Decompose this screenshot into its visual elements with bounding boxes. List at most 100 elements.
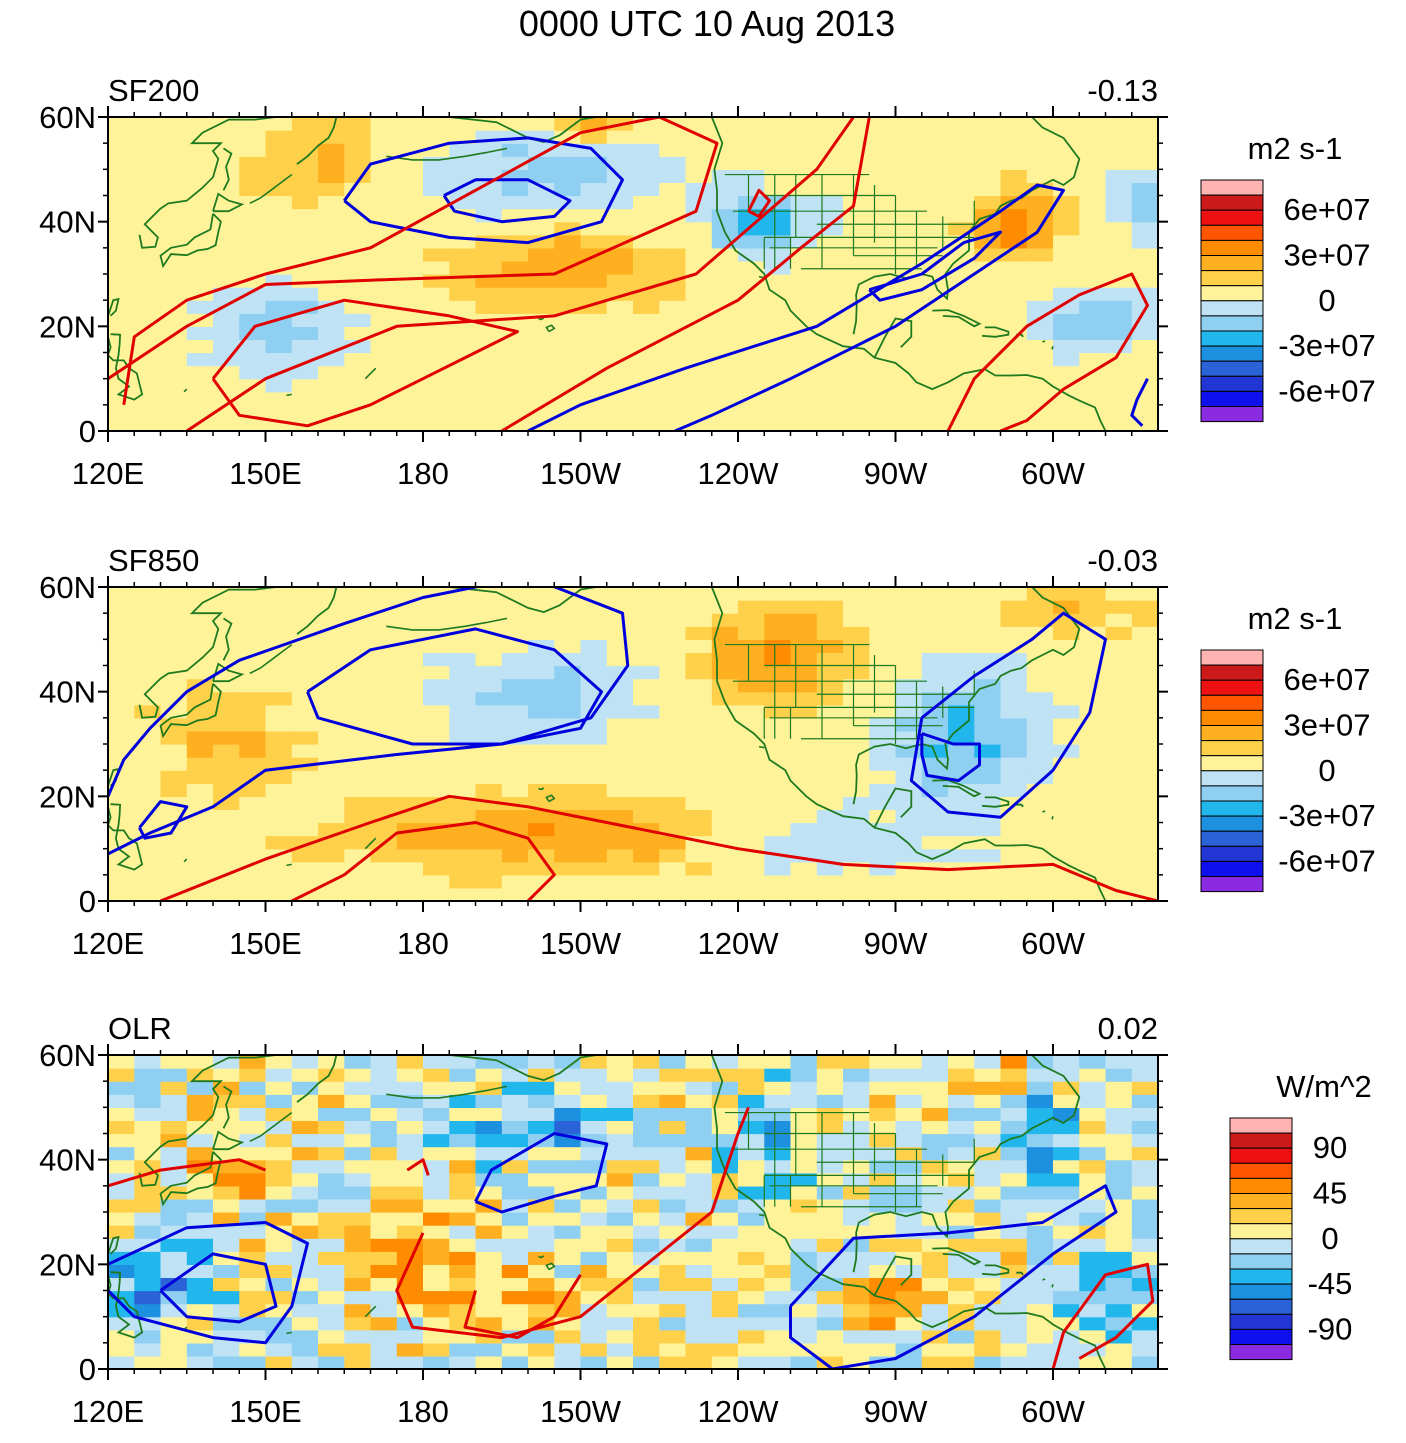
field-cell bbox=[1079, 1172, 1107, 1187]
field-cell bbox=[265, 874, 293, 889]
field-cell bbox=[580, 326, 608, 340]
field-cell bbox=[318, 1329, 345, 1344]
field-cell bbox=[449, 1081, 477, 1095]
field-cell bbox=[764, 1133, 792, 1148]
field-cell bbox=[895, 417, 923, 432]
field-cell bbox=[764, 1329, 792, 1344]
field-cell bbox=[108, 1355, 135, 1370]
island bbox=[286, 393, 292, 397]
field-cell bbox=[1000, 182, 1028, 197]
field-cell bbox=[344, 626, 372, 640]
field-cell bbox=[449, 717, 477, 732]
field-cell bbox=[764, 1198, 792, 1213]
field-cell bbox=[659, 1264, 687, 1278]
x-tick-label: 150E bbox=[229, 456, 301, 491]
field-cell bbox=[528, 1329, 555, 1344]
field-cell bbox=[895, 613, 923, 627]
field-cell bbox=[711, 730, 739, 745]
field-cell bbox=[1079, 378, 1107, 393]
field-cell bbox=[580, 169, 608, 183]
contour-negative bbox=[159, 1252, 278, 1324]
field-cell bbox=[869, 247, 897, 262]
field-cell bbox=[318, 1251, 345, 1265]
field-cell bbox=[501, 117, 529, 131]
field-cell bbox=[869, 613, 897, 627]
coastline bbox=[710, 587, 1107, 901]
field-cell bbox=[764, 1290, 792, 1305]
field-cell bbox=[213, 1120, 240, 1135]
field-cell bbox=[449, 861, 477, 876]
field-cell bbox=[921, 378, 949, 393]
field-cell bbox=[370, 704, 398, 719]
field-cell bbox=[239, 678, 267, 693]
field-cell bbox=[160, 613, 188, 627]
field-cell bbox=[1026, 365, 1054, 380]
field-cell bbox=[633, 1251, 660, 1265]
field-cell bbox=[186, 339, 214, 354]
island bbox=[538, 787, 545, 791]
field-cell bbox=[1053, 796, 1080, 810]
field-cell bbox=[816, 182, 844, 197]
field-cell bbox=[580, 730, 608, 745]
field-cell bbox=[265, 300, 293, 314]
field-cell bbox=[974, 1068, 1002, 1082]
field-cell bbox=[869, 587, 897, 601]
field-cell bbox=[921, 613, 949, 627]
field-cell bbox=[948, 1264, 975, 1278]
field-cell bbox=[738, 1264, 765, 1278]
field-cell bbox=[318, 1238, 345, 1252]
field-cell bbox=[475, 848, 503, 863]
field-cell bbox=[843, 195, 870, 210]
field-cell bbox=[370, 287, 398, 301]
field-cell bbox=[501, 143, 529, 157]
field-cell bbox=[396, 1146, 424, 1161]
field-cell bbox=[711, 1303, 739, 1318]
field-cell bbox=[396, 274, 424, 288]
field-cell bbox=[213, 1277, 240, 1292]
field-cell bbox=[423, 730, 450, 745]
contour-negative bbox=[442, 178, 572, 224]
field-cell bbox=[790, 639, 818, 653]
field-cell bbox=[108, 1133, 135, 1148]
field-cell bbox=[318, 1094, 345, 1108]
field-cell bbox=[344, 874, 372, 889]
field-cell bbox=[1131, 1212, 1159, 1226]
field-cell bbox=[291, 1212, 319, 1226]
field-cell bbox=[843, 639, 870, 653]
field-cell bbox=[186, 1068, 214, 1082]
field-cell bbox=[318, 639, 345, 653]
field-cell bbox=[738, 600, 765, 614]
field-cell bbox=[134, 1185, 162, 1200]
field-cell bbox=[921, 835, 949, 850]
field-cell bbox=[764, 1251, 792, 1265]
field-cell bbox=[869, 404, 897, 419]
field-cell bbox=[1131, 352, 1159, 367]
field-cell bbox=[423, 195, 450, 210]
field-cell bbox=[711, 1120, 739, 1135]
field-cell bbox=[685, 1094, 713, 1108]
field-cell bbox=[265, 822, 293, 837]
field-cell bbox=[265, 626, 293, 640]
field-cell bbox=[318, 887, 345, 902]
field-cell bbox=[396, 835, 424, 850]
field-cell bbox=[580, 835, 608, 850]
field-cell bbox=[948, 1342, 975, 1357]
field-cell bbox=[685, 1120, 713, 1135]
field-cell bbox=[186, 887, 214, 902]
field-cell bbox=[869, 417, 897, 432]
field-cell bbox=[344, 391, 372, 406]
field-cell bbox=[895, 404, 923, 419]
field-cell bbox=[423, 770, 450, 784]
field-cell bbox=[659, 861, 687, 876]
field-cell bbox=[239, 130, 267, 144]
field-cell bbox=[134, 339, 162, 354]
field-cell bbox=[475, 730, 503, 745]
field-cell bbox=[501, 339, 529, 354]
field-cell bbox=[606, 1185, 634, 1200]
field-cell bbox=[606, 1172, 634, 1187]
field-cell bbox=[1079, 234, 1107, 249]
colorbar-box bbox=[1229, 1268, 1293, 1285]
field-cell bbox=[974, 169, 1002, 183]
field-cell bbox=[344, 1238, 372, 1252]
field-cell bbox=[921, 260, 949, 275]
